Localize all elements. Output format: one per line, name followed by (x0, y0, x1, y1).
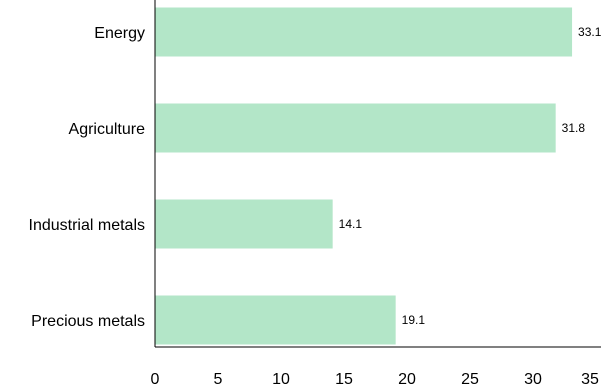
data-label: 31.8 (562, 121, 586, 135)
category-label: Precious metals (31, 313, 145, 330)
x-tick-label: 30 (524, 371, 542, 388)
data-label: 14.1 (339, 217, 363, 231)
x-tick-label: 20 (398, 371, 416, 388)
x-tick-label: 0 (151, 371, 160, 388)
data-label: 33.1 (578, 25, 601, 39)
x-tick-label: 35 (581, 371, 599, 388)
data-label: 19.1 (402, 313, 426, 327)
bar-agriculture (155, 103, 556, 153)
category-label: Agriculture (69, 121, 146, 138)
category-label: Industrial metals (29, 217, 146, 234)
x-tick-label: 25 (461, 371, 479, 388)
x-tick-label: 15 (335, 371, 353, 388)
x-tick-label: 10 (272, 371, 290, 388)
x-tick-label: 5 (214, 371, 223, 388)
bars-group (155, 7, 573, 345)
data-labels: 33.1 31.8 14.1 19.1 (339, 25, 601, 327)
bar-industrial-metals (155, 199, 333, 249)
bar-energy (155, 7, 573, 57)
category-label: Energy (94, 25, 145, 42)
category-labels: Energy Agriculture Industrial metals Precio… (29, 25, 146, 330)
x-axis-ticks: 0 5 10 15 20 25 30 35 (151, 371, 599, 388)
bar-precious-metals (155, 295, 396, 345)
